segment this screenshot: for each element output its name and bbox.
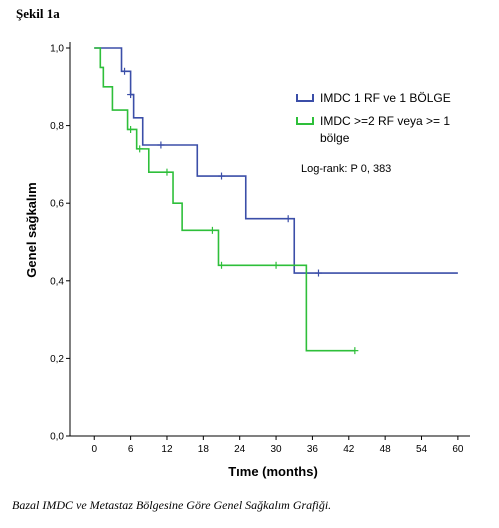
legend-label-1: IMDC 1 RF ve 1 BÖLGE [320,91,451,105]
legend-swatch-2 [296,117,314,125]
censor-mark-2 [218,261,226,269]
x-tick-label: 12 [161,444,173,455]
censor-mark-2 [127,125,135,133]
x-tick-label: 30 [270,444,282,455]
legend-label-2: bölge [320,131,350,145]
x-tick-label: 6 [128,444,134,455]
x-tick-label: 36 [307,444,319,455]
x-tick-label: 48 [380,444,392,455]
censor-mark-2 [208,226,216,234]
legend: IMDC 1 RF ve 1 BÖLGE IMDC >=2 RF veya >= … [296,91,451,145]
censor-mark-2 [272,261,280,269]
y-tick-label: 1,0 [50,44,64,55]
x-tick-label: 60 [452,444,464,455]
censor-mark-1 [314,269,322,277]
x-tick-label: 42 [343,444,355,455]
x-tick-label: 0 [91,444,97,455]
censor-mark-1 [157,141,165,149]
censor-mark-1 [127,91,135,99]
censor-mark-2 [136,145,144,153]
y-axis-label: Genel sağkalım [24,182,39,277]
survival-chart: 0,0 0,2 0,4 0,6 0,8 1,0 0 6 12 18 24 30 36 42 48 54 60 I… [24,42,470,479]
log-rank-note: Log-rank: P 0, 383 [301,163,391,175]
censor-mark-1 [284,215,292,223]
censor-mark-2 [351,347,359,355]
legend-label-2: IMDC >=2 RF veya >= 1 [320,114,450,128]
series-line-2 [94,47,355,352]
x-tick-label: 18 [198,444,210,455]
censor-mark-1 [218,172,226,180]
figure-label: Şekil 1a [16,6,60,21]
legend-swatch-1 [296,94,314,102]
series-layer [94,47,458,355]
y-tick-label: 0,6 [50,199,64,210]
censor-mark-2 [163,168,171,176]
y-tick-label: 0,0 [50,432,64,443]
x-axis-label: Tıme (months) [228,464,318,479]
y-tick-label: 0,2 [50,354,64,365]
y-tick-label: 0,8 [50,121,64,132]
censor-mark-1 [121,67,129,75]
x-tick-label: 54 [416,444,428,455]
x-tick-label: 24 [234,444,246,455]
axes: 0,0 0,2 0,4 0,6 0,8 1,0 0 6 12 18 24 30 36 42 48 54 60 [50,42,470,455]
y-tick-label: 0,4 [50,276,64,287]
figure-caption: Bazal IMDC ve Metastaz Bölgesine Göre Ge… [12,498,332,512]
